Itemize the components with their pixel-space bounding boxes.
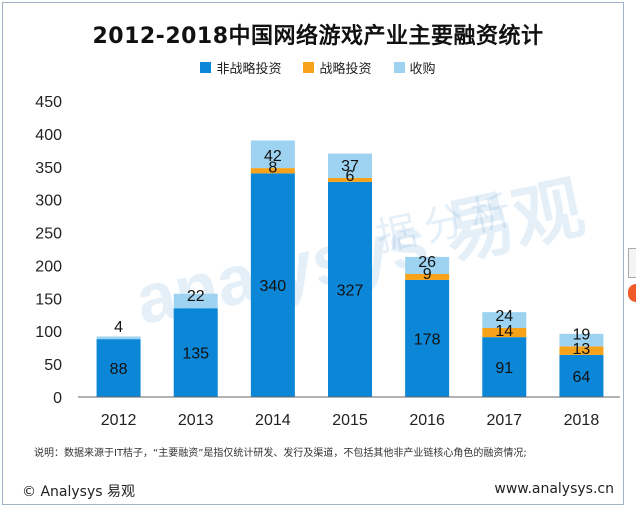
bar-segment-strategic-2016 <box>405 273 450 280</box>
legend-item-non-strategic: 非战略投资 <box>200 58 281 77</box>
chart-note: 说明：数据来源于IT桔子，“主要融资”是指仅统计研发、发行及渠道，不包括其他非产… <box>34 448 527 459</box>
bar-segment-acquisition-2013 <box>173 293 218 309</box>
data-label-strategic: 8 <box>268 159 277 176</box>
bar-segment-acquisition-2016 <box>405 256 450 274</box>
y-tick-label: 250 <box>35 226 62 243</box>
x-tick-label: 2016 <box>409 412 445 429</box>
bar-segment-strategic-2014 <box>250 168 295 174</box>
x-tick-label: 2014 <box>255 412 291 429</box>
bar-segment-strategic-2017 <box>482 327 527 338</box>
side-scroll-handle[interactable] <box>628 248 636 278</box>
bar-segment-non-strategic-2014 <box>250 173 295 397</box>
legend-swatch-non-strategic <box>200 62 212 73</box>
y-tick-label: 100 <box>35 324 62 341</box>
legend-swatch-strategic <box>303 62 315 73</box>
data-label-strategic: 6 <box>346 168 355 185</box>
copyright-footer: © Analysys 易观 <box>22 484 135 500</box>
legend-item-strategic: 战略投资 <box>303 58 372 77</box>
legend-label-acquisition: 收购 <box>409 62 436 77</box>
legend-label-non-strategic: 非战略投资 <box>216 62 282 77</box>
bar-segment-non-strategic-2017 <box>482 337 527 397</box>
data-label-strategic: 14 <box>495 323 513 340</box>
y-tick-label: 50 <box>44 357 62 374</box>
bar-segment-strategic-2015 <box>328 177 372 182</box>
x-tick-label: 2013 <box>178 412 214 429</box>
y-tick-label: 300 <box>35 193 62 210</box>
bar-segment-acquisition-2012 <box>96 336 141 340</box>
y-tick-label: 200 <box>35 258 62 275</box>
y-tick-label: 400 <box>35 127 62 144</box>
bar-segment-non-strategic-2018 <box>559 354 604 397</box>
data-label-non-strategic: 88 <box>110 361 128 378</box>
bar-segment-non-strategic-2013 <box>173 308 218 397</box>
data-label-non-strategic: 340 <box>260 278 287 295</box>
legend-item-acquisition: 收购 <box>393 58 436 77</box>
data-label-non-strategic: 64 <box>573 369 591 386</box>
legend-swatch-acquisition <box>393 62 405 73</box>
data-label-strategic: 9 <box>423 266 432 283</box>
legend-label-strategic: 战略投资 <box>319 62 372 77</box>
data-label-acquisition: 42 <box>264 148 282 165</box>
data-label-non-strategic: 327 <box>337 282 364 299</box>
data-label-acquisition: 19 <box>573 326 591 343</box>
x-tick-label: 2012 <box>101 412 137 429</box>
data-label-non-strategic: 135 <box>182 346 209 363</box>
data-label-acquisition: 37 <box>341 158 359 175</box>
bar-segment-non-strategic-2012 <box>96 339 141 397</box>
bar-segment-strategic-2018 <box>559 346 604 355</box>
data-label-acquisition: 4 <box>114 319 123 336</box>
bar-segment-acquisition-2017 <box>482 312 527 328</box>
bar-segment-non-strategic-2015 <box>328 181 372 397</box>
data-label-acquisition: 24 <box>495 308 513 325</box>
data-label-strategic: 13 <box>573 341 591 358</box>
y-tick-label: 450 <box>35 94 62 111</box>
chart-title: 2012-2018中国网络游戏产业主要融资统计 <box>92 24 544 49</box>
website-footer: www.analysys.cn <box>494 481 614 497</box>
bar-segment-acquisition-2014 <box>250 140 295 169</box>
y-tick-label: 150 <box>35 291 62 308</box>
data-label-acquisition: 22 <box>187 288 205 305</box>
chart-frame <box>2 2 624 505</box>
bar-segment-non-strategic-2016 <box>405 279 450 397</box>
bar-segment-acquisition-2018 <box>559 333 604 347</box>
x-tick-label: 2018 <box>564 412 600 429</box>
y-tick-label: 350 <box>35 160 62 177</box>
bar-segment-acquisition-2015 <box>328 153 372 178</box>
side-marker-icon <box>628 284 636 302</box>
data-label-non-strategic: 178 <box>414 331 441 348</box>
chart-legend: 非战略投资 战略投资 收购 <box>0 58 636 77</box>
data-label-acquisition: 26 <box>418 254 436 271</box>
x-tick-label: 2017 <box>486 412 522 429</box>
data-label-non-strategic: 91 <box>495 360 513 377</box>
x-tick-label: 2015 <box>332 412 368 429</box>
y-tick-label: 0 <box>53 390 62 407</box>
